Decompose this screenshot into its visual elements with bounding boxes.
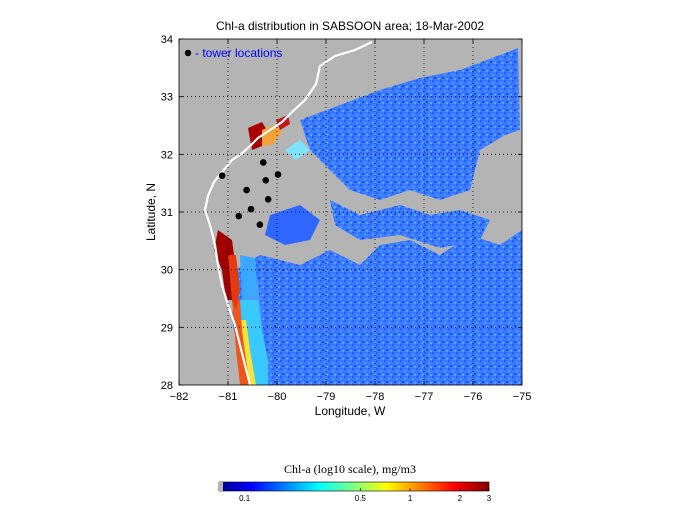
tower-marker	[235, 212, 243, 220]
colorbar-tick-label: 0.1	[239, 494, 251, 503]
colorbar-low-swatch	[219, 482, 223, 491]
ocean-chlorophyll-field	[232, 48, 522, 385]
tower-legend-marker	[184, 49, 192, 57]
coastline	[203, 41, 373, 385]
tower-marker	[243, 186, 250, 194]
colorbar: Chl-a (log10 scale), mg/m3 0.1 0.5 1 2 3	[218, 462, 492, 503]
tick-marks	[178, 38, 523, 386]
tower-legend-text: - tower locations	[195, 46, 282, 60]
colorbar-title: Chl-a (log10 scale), mg/m3	[284, 462, 416, 476]
colorbar-ticks: 0.1 0.5 1 2 3	[239, 488, 492, 503]
y-tick-label: 34	[161, 34, 173, 46]
tower-marker	[256, 221, 264, 228]
tower-marker	[259, 159, 267, 166]
y-tick-labels: 28 29 30 31 32 33 34	[161, 34, 173, 392]
tower-markers	[218, 159, 282, 228]
tower-marker	[262, 176, 270, 184]
y-axis-label: Latitude, N	[144, 183, 158, 241]
map-grid	[179, 39, 522, 385]
y-tick-label: 30	[161, 265, 173, 277]
x-tick-label: −81	[219, 391, 238, 403]
y-tick-label: 31	[161, 207, 173, 219]
map-title: Chl-a distribution in SABSOON area; 18-M…	[216, 19, 484, 33]
tower-marker	[274, 171, 282, 178]
y-tick-label: 29	[161, 322, 173, 334]
y-tick-label: 28	[161, 380, 173, 392]
x-axis-label: Longitude, W	[315, 404, 386, 418]
map-axes	[179, 39, 522, 385]
colorbar-tick-label: 3	[487, 494, 492, 503]
x-tick-label: −77	[415, 391, 434, 403]
tower-legend: - tower locations	[184, 46, 282, 60]
tower-marker	[218, 172, 226, 179]
x-tick-label: −78	[366, 391, 385, 403]
tower-marker	[247, 205, 255, 213]
x-tick-label: −75	[513, 391, 532, 403]
tower-marker	[264, 196, 272, 203]
colorbar-tick-label: 1	[408, 494, 413, 503]
x-tick-label: −79	[317, 391, 336, 403]
y-tick-label: 33	[161, 92, 173, 104]
colorbar-tick-label: 0.5	[355, 494, 367, 503]
colorbar-gradient	[218, 481, 490, 492]
x-tick-labels: −82 −81 −80 −79 −78 −77 −76 −75	[170, 391, 532, 403]
colorbar-tick-label: 2	[458, 494, 463, 503]
x-tick-label: −80	[268, 391, 287, 403]
x-tick-label: −76	[464, 391, 483, 403]
x-tick-label: −82	[170, 391, 189, 403]
y-tick-label: 32	[161, 149, 173, 161]
